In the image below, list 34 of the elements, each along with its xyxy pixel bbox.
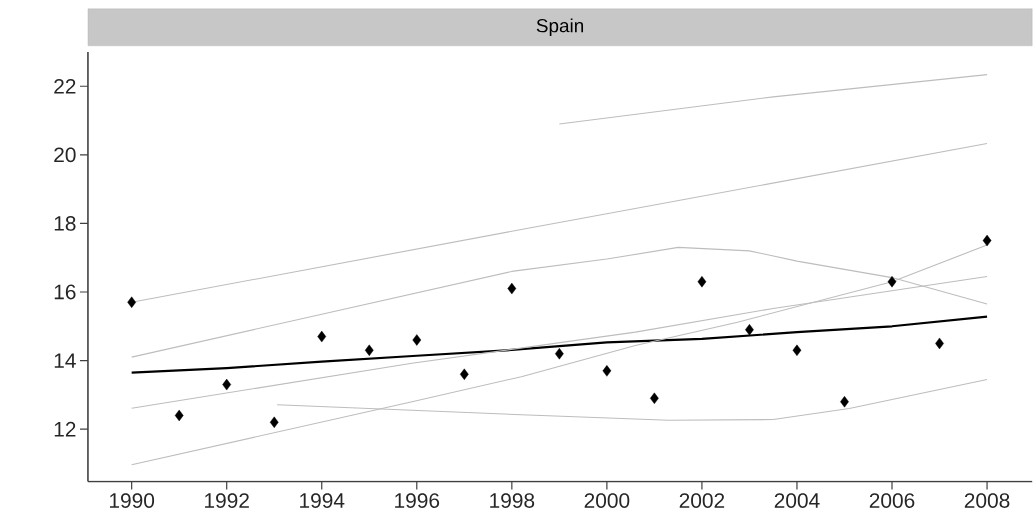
point	[745, 324, 754, 336]
y-tick-label: 14	[54, 353, 76, 368]
x-tick-label: 1998	[490, 493, 535, 509]
point	[459, 368, 469, 381]
point	[364, 344, 374, 357]
y-tick-label: 18	[54, 216, 76, 232]
point	[317, 331, 327, 343]
point	[507, 283, 517, 295]
point	[269, 416, 279, 429]
point	[174, 409, 184, 422]
chart-title: Spain	[536, 18, 584, 37]
x-tick-label: 2002	[679, 493, 725, 509]
y-tick-label: 22	[54, 79, 76, 94]
x-tick-label: 1994	[300, 493, 345, 509]
point	[697, 276, 707, 288]
point	[222, 379, 232, 391]
x-tick-label: 1990	[110, 493, 155, 509]
x-tick-label: 2000	[584, 493, 630, 509]
point	[982, 235, 992, 247]
point	[840, 396, 849, 408]
point	[412, 334, 422, 346]
point	[555, 348, 564, 360]
x-tick-label: 1996	[395, 493, 440, 509]
y-tick-label: 16	[54, 284, 76, 300]
x-tick-label: 2006	[869, 493, 915, 509]
y-tick-label: 12	[54, 422, 76, 437]
x-tick-label: 2004	[774, 493, 820, 509]
point	[887, 276, 897, 288]
x-tick-label: 2008	[964, 493, 1010, 509]
x-tick-label: 1992	[205, 493, 249, 509]
line-series	[130, 315, 989, 374]
y-tick-label: 20	[54, 147, 76, 163]
point	[602, 365, 612, 377]
point	[792, 344, 802, 357]
